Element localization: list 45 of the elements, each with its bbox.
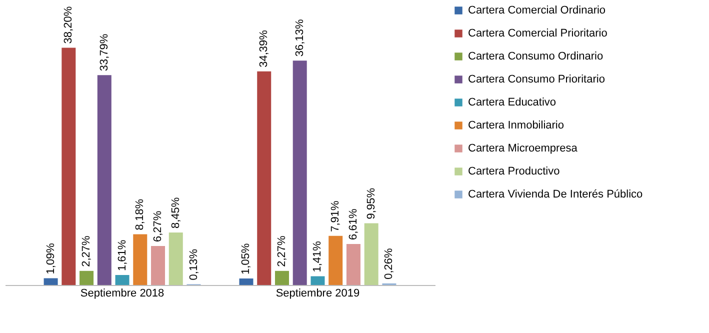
bar	[151, 246, 166, 285]
bar	[346, 244, 360, 285]
data-label: 38,20%	[62, 6, 75, 44]
bar	[364, 223, 378, 285]
bar	[310, 276, 325, 285]
legend-label: Cartera Vivienda De Interés Público	[468, 188, 643, 200]
bar	[133, 234, 148, 285]
legend-label: Cartera Microempresa	[468, 142, 578, 154]
data-label: 33,79%	[98, 34, 110, 72]
bar	[115, 275, 130, 285]
data-label: 2,27%	[80, 235, 93, 267]
data-label: 1,09%	[44, 242, 57, 274]
legend-label: Cartera Comercial Prioritario	[468, 28, 608, 40]
bar	[80, 270, 94, 285]
legend-label: Cartera Inmobiliario	[468, 120, 564, 132]
legend-label: Cartera Educativo	[468, 96, 556, 108]
bar	[44, 278, 58, 285]
bar	[328, 236, 343, 285]
data-label: 8,45%	[170, 197, 182, 229]
legend-label: Cartera Productivo	[468, 166, 560, 178]
bar	[62, 48, 76, 285]
data-label: 36,13%	[294, 19, 306, 57]
data-label: 34,39%	[258, 30, 270, 68]
bar	[274, 270, 289, 285]
bar	[168, 232, 183, 285]
x-tick-label: Septiembre 2018	[80, 288, 164, 300]
bar	[97, 75, 112, 285]
data-label: 8,18%	[134, 198, 146, 230]
data-label: 6,61%	[347, 208, 360, 240]
data-label: 9,95%	[365, 188, 378, 220]
data-label: 6,27%	[152, 210, 164, 242]
data-label: 7,91%	[330, 200, 342, 232]
data-label: 0,26%	[383, 248, 396, 280]
data-label: 2,27%	[276, 235, 288, 267]
bar	[239, 278, 254, 285]
legend-label: Cartera Consumo Ordinario	[468, 50, 604, 62]
bar	[257, 71, 272, 285]
x-tick-label: Septiembre 2019	[276, 288, 360, 300]
legend-label: Cartera Consumo Prioritario	[468, 74, 605, 86]
data-label: 1,41%	[312, 240, 324, 272]
legend-label: Cartera Comercial Ordinario	[468, 4, 606, 16]
data-label: 1,61%	[116, 240, 128, 271]
data-label: 1,05%	[240, 243, 252, 274]
data-label: 0,13%	[188, 248, 200, 280]
bar	[292, 60, 307, 285]
